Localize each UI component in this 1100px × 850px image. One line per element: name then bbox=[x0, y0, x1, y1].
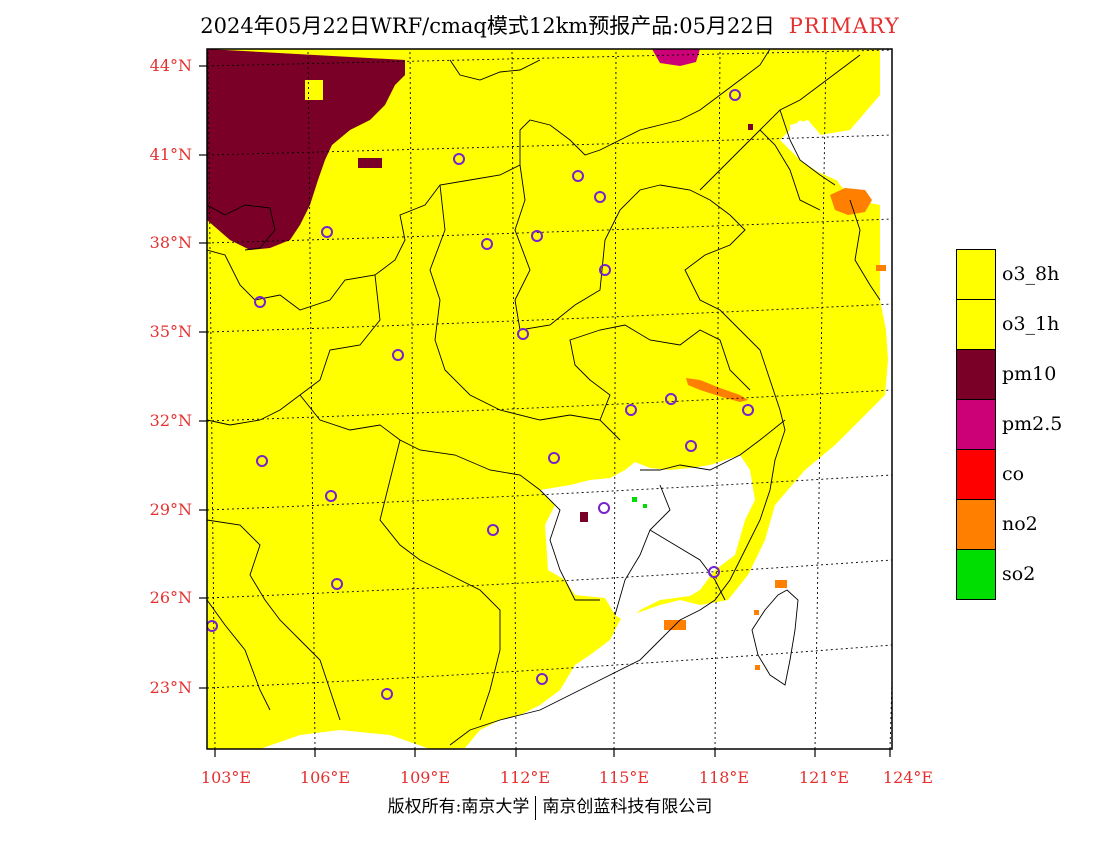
lon-label-103: 103°E bbox=[200, 768, 252, 787]
lon-label-118: 118°E bbox=[698, 768, 750, 787]
legend-label: no2 bbox=[1002, 513, 1038, 535]
legend-swatch bbox=[956, 249, 996, 300]
o3-patch-north bbox=[305, 80, 323, 100]
lon-label-112: 112°E bbox=[499, 768, 551, 787]
no2-patch-6 bbox=[754, 610, 759, 615]
map-title: 2024年05月22日WRF/cmaq模式12km预报产品:05月22日 PRIM… bbox=[0, 10, 1100, 40]
no2-patch-2 bbox=[686, 378, 748, 402]
map-frame bbox=[206, 48, 893, 750]
no2-patch-1 bbox=[830, 188, 872, 215]
legend-swatch bbox=[956, 299, 996, 350]
lat-label-38: 38°N bbox=[149, 233, 192, 252]
copyright-right: 南京创蓝科技有限公司 bbox=[542, 797, 713, 817]
lat-label-23: 23°N bbox=[149, 678, 192, 697]
no2-patch-4 bbox=[775, 580, 787, 588]
legend-label: pm2.5 bbox=[1002, 413, 1063, 435]
station-markers bbox=[207, 89, 754, 700]
legend-label: o3_8h bbox=[1002, 263, 1060, 285]
northeast-white bbox=[790, 120, 850, 180]
lat-label-44: 44°N bbox=[149, 56, 192, 75]
graticule bbox=[207, 49, 892, 749]
copyright-left: 版权所有:南京大学 bbox=[387, 797, 530, 817]
legend-label: co bbox=[1002, 463, 1025, 485]
pm10-region bbox=[207, 49, 405, 250]
legend-swatch bbox=[956, 499, 996, 550]
lat-label-26: 26°N bbox=[149, 588, 192, 607]
legend-swatch bbox=[956, 349, 996, 400]
copyright-footer: 版权所有:南京大学 南京创蓝科技有限公司 bbox=[0, 792, 1100, 820]
clean-region bbox=[540, 455, 755, 650]
so2-dot-1 bbox=[632, 497, 637, 502]
pm10-patch bbox=[358, 158, 382, 168]
so2-dot-2 bbox=[643, 504, 647, 508]
lon-label-106: 106°E bbox=[299, 768, 351, 787]
pm25-region bbox=[652, 49, 700, 66]
primary-tag: PRIMARY bbox=[788, 14, 900, 38]
lat-label-32: 32°N bbox=[149, 411, 192, 430]
axis-ticks bbox=[199, 65, 891, 757]
lat-label-29: 29°N bbox=[149, 500, 192, 519]
lat-label-41: 41°N bbox=[149, 145, 192, 164]
footer-divider bbox=[535, 795, 537, 820]
lon-label-121: 121°E bbox=[798, 768, 850, 787]
title-text: 2024年05月22日WRF/cmaq模式12km预报产品:05月22日 bbox=[200, 14, 775, 38]
lon-label-115: 115°E bbox=[598, 768, 650, 787]
no2-patch-5 bbox=[876, 265, 886, 271]
legend-swatch bbox=[956, 549, 996, 600]
legend-label: o3_1h bbox=[1002, 313, 1060, 335]
legend-label: pm10 bbox=[1002, 363, 1057, 385]
no2-patch-7 bbox=[755, 665, 760, 670]
legend-swatch bbox=[956, 449, 996, 500]
lon-label-109: 109°E bbox=[399, 768, 451, 787]
pm10-dot-ne bbox=[748, 124, 753, 130]
lat-label-35: 35°N bbox=[149, 322, 192, 341]
pm10-dot bbox=[580, 512, 588, 522]
legend-label: so2 bbox=[1002, 563, 1036, 585]
legend-swatch bbox=[956, 399, 996, 450]
boundaries bbox=[207, 49, 881, 746]
lon-label-124: 124°E bbox=[882, 768, 934, 787]
